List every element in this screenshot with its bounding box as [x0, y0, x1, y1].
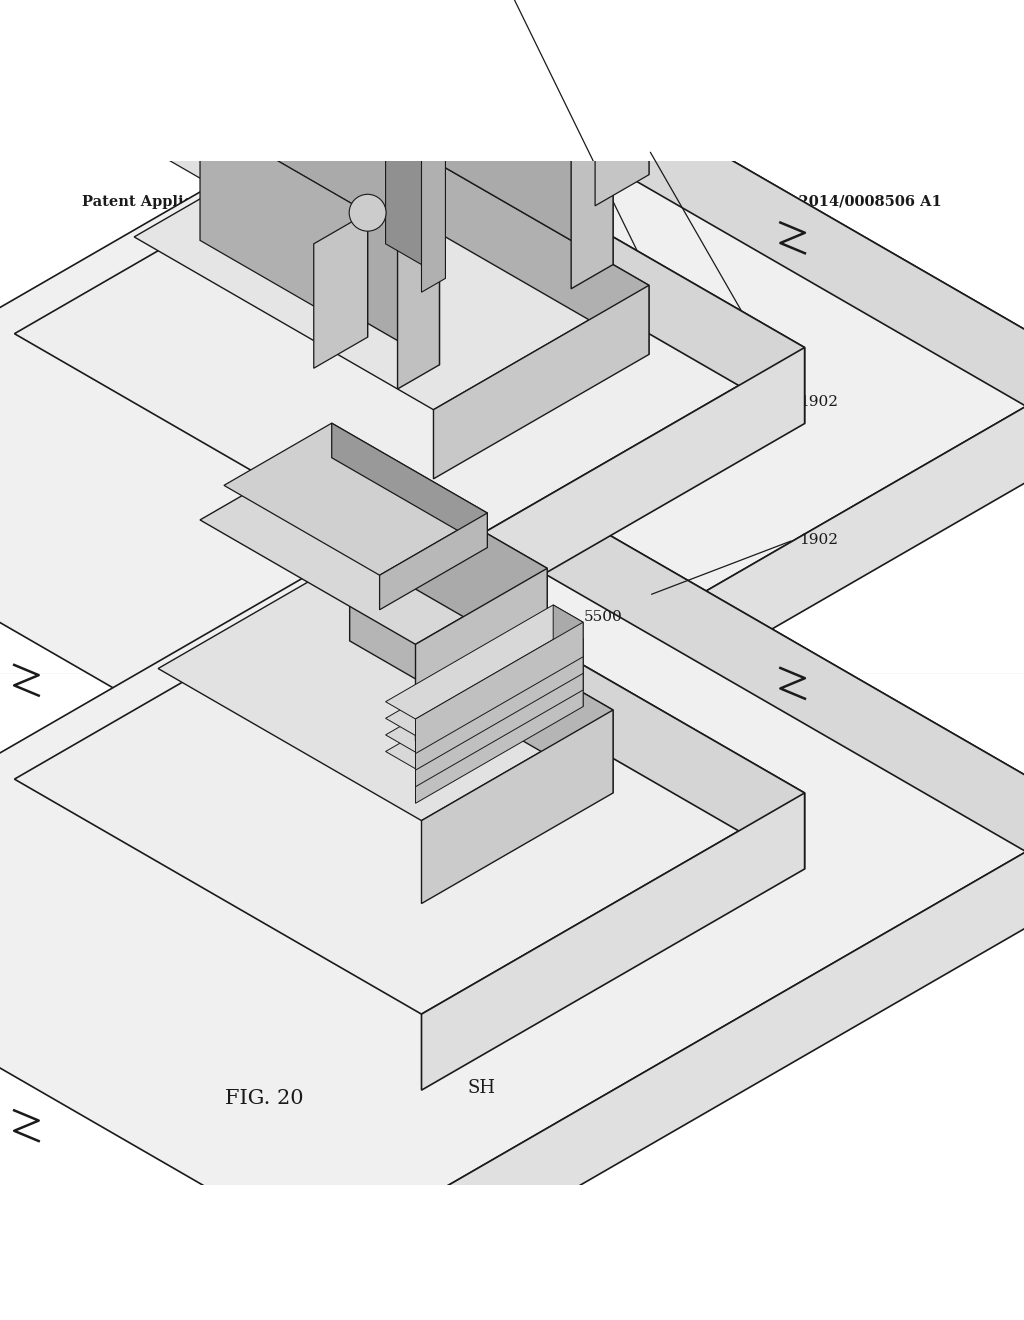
Polygon shape — [332, 424, 487, 548]
Polygon shape — [386, 622, 583, 735]
Polygon shape — [326, 813, 1024, 1320]
Polygon shape — [134, 112, 649, 409]
Polygon shape — [355, 0, 613, 67]
Polygon shape — [494, 22, 1024, 445]
Text: 1902: 1902 — [799, 395, 838, 409]
Polygon shape — [386, 638, 583, 752]
Text: 1700: 1700 — [686, 334, 725, 347]
Polygon shape — [397, 144, 439, 389]
Polygon shape — [553, 655, 583, 706]
Polygon shape — [397, 558, 805, 869]
Polygon shape — [422, 710, 613, 904]
Polygon shape — [0, 469, 1024, 1257]
Text: SH: SH — [467, 1078, 496, 1097]
Polygon shape — [386, 655, 583, 768]
Polygon shape — [158, 558, 613, 821]
Polygon shape — [416, 622, 583, 754]
Text: 1991: 1991 — [650, 477, 689, 491]
Text: FIG. 19: FIG. 19 — [225, 648, 304, 668]
Text: Jan. 9, 2014   Sheet 11 of 25: Jan. 9, 2014 Sheet 11 of 25 — [354, 195, 588, 209]
Polygon shape — [571, 44, 613, 289]
Circle shape — [349, 194, 386, 231]
Polygon shape — [200, 116, 368, 337]
Polygon shape — [397, 112, 805, 424]
Polygon shape — [553, 622, 583, 673]
Polygon shape — [349, 558, 613, 793]
Polygon shape — [200, 444, 547, 644]
Text: FIG. 20: FIG. 20 — [225, 1089, 304, 1107]
Polygon shape — [416, 639, 583, 770]
Polygon shape — [595, 50, 649, 206]
Polygon shape — [0, 22, 1024, 810]
Text: 5500: 5500 — [584, 444, 623, 457]
Polygon shape — [224, 20, 439, 364]
Text: Patent Application Publication: Patent Application Publication — [82, 195, 334, 209]
Polygon shape — [386, 0, 445, 279]
Polygon shape — [481, 0, 649, 174]
Polygon shape — [332, 444, 547, 665]
Text: SH: SH — [467, 639, 496, 656]
Polygon shape — [224, 424, 487, 576]
Polygon shape — [427, 0, 649, 82]
Polygon shape — [326, 368, 1024, 887]
Text: US 2014/0008506 A1: US 2014/0008506 A1 — [770, 195, 942, 209]
Polygon shape — [349, 112, 649, 355]
Polygon shape — [361, 0, 445, 16]
Polygon shape — [380, 513, 487, 610]
Polygon shape — [416, 569, 547, 741]
Text: 1902: 1902 — [799, 533, 838, 546]
Polygon shape — [416, 656, 583, 787]
Polygon shape — [416, 672, 583, 804]
Polygon shape — [422, 1, 445, 292]
Polygon shape — [290, 0, 542, 78]
Polygon shape — [422, 347, 805, 644]
Polygon shape — [553, 605, 583, 657]
Polygon shape — [14, 112, 805, 569]
Polygon shape — [326, 0, 542, 99]
Polygon shape — [494, 469, 1024, 890]
Polygon shape — [182, 20, 439, 168]
Polygon shape — [146, 116, 368, 244]
Polygon shape — [422, 793, 805, 1090]
Text: 5500: 5500 — [584, 610, 623, 624]
Polygon shape — [553, 638, 583, 690]
Polygon shape — [14, 558, 805, 1014]
Polygon shape — [313, 213, 368, 368]
Polygon shape — [397, 0, 613, 264]
Polygon shape — [386, 605, 583, 719]
Polygon shape — [433, 285, 649, 479]
